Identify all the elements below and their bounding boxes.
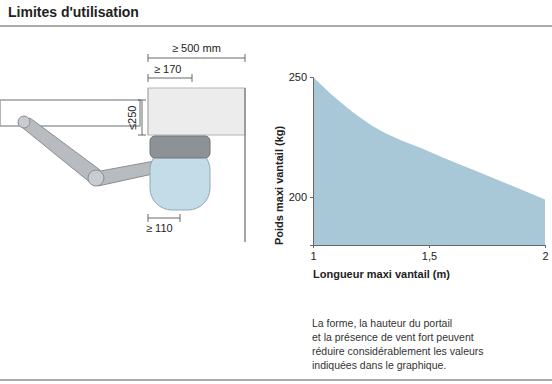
y-tick: 200 [289, 191, 313, 203]
x-axis: 11,52 [310, 245, 548, 262]
x-tick: 1,5 [422, 245, 437, 262]
dimension-line-tick [138, 135, 146, 136]
area [313, 77, 545, 245]
dimension-line-tick [148, 74, 149, 82]
y-tick-label: 200 [289, 191, 307, 203]
motor-cover [150, 136, 210, 158]
y-axis-title: Poids maxi vantail (kg) [273, 125, 285, 245]
plot-area [313, 77, 545, 245]
y-tick-label: 250 [289, 71, 307, 83]
arm-joint [18, 116, 30, 128]
dimension-line-tick [192, 74, 193, 82]
y-tick-mark [310, 197, 313, 198]
dimension-line-tick [148, 54, 149, 62]
pillar [148, 88, 245, 135]
arm-joint [88, 170, 104, 186]
x-axis-title: Longueur maxi vantail (m) [313, 268, 450, 280]
x-tick-mark [429, 245, 430, 248]
x-tick: 2 [542, 245, 548, 262]
note: réduire considérablement les valeurs [312, 345, 484, 357]
arm [18, 118, 100, 184]
diagram: ≥ 500 mm ≥ 170 ≤250 ≥ 110 [0, 42, 245, 242]
pillar-edge [148, 88, 149, 135]
dimension-line-tick [180, 214, 181, 222]
x-tick: 1 [310, 245, 316, 262]
dimension-line-tick [245, 54, 246, 62]
dimension-label: ≤250 [126, 106, 138, 130]
dimension-line-tick [148, 214, 149, 222]
pillar-edge [244, 88, 246, 242]
dimension-label: ≥ 500 mm [172, 42, 221, 54]
dimension-line-tick [138, 100, 146, 101]
x-axis-line [314, 246, 546, 249]
dimension-label: ≥ 170 [154, 63, 181, 75]
dimension-line [148, 218, 180, 219]
y-axis-line [310, 78, 314, 246]
note: indiquées dans le graphique. [312, 359, 446, 371]
title: Limites d'utilisation [8, 4, 139, 20]
y-axis: 200 250 [289, 71, 314, 245]
footer-rule [0, 379, 552, 380]
header-rule [0, 25, 552, 26]
x-tick-label: 2 [542, 250, 548, 262]
dimension-line [148, 58, 245, 59]
x-tick-label: 1,5 [422, 250, 437, 262]
note: et la présence de vent fort peuvent [312, 331, 474, 343]
x-tick-mark [545, 245, 546, 248]
dimension-line [142, 100, 143, 135]
dimension-label: ≥ 110 [146, 222, 173, 234]
y-tick-mark [310, 77, 313, 78]
page: Limites d'utilisation≥ 500 mm≥ 170≤250≥ … [0, 0, 552, 384]
y-tick: 250 [289, 71, 313, 83]
x-tick-label: 1 [310, 250, 316, 262]
note: La forme, la hauteur du portail [312, 317, 452, 329]
dimension-line [148, 78, 192, 79]
